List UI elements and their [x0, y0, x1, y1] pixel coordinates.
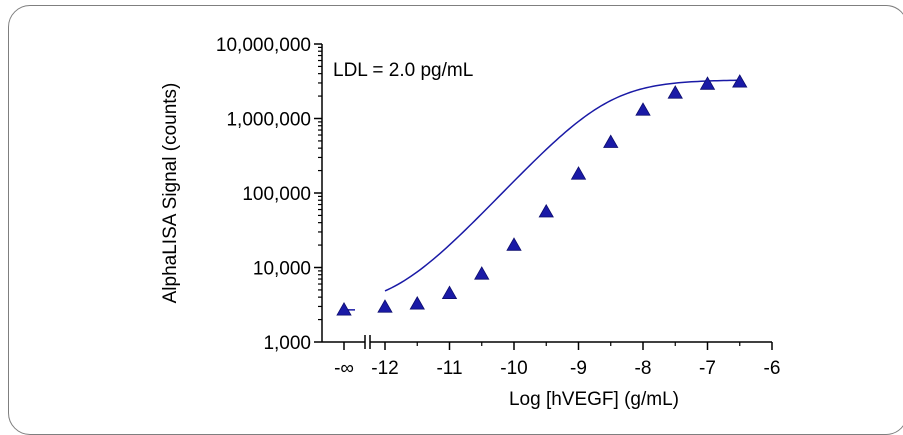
y-axis-title: AlphaLISA Signal (counts): [160, 83, 181, 304]
chart-frame: [8, 5, 903, 435]
fit-curve-layer: [340, 79, 740, 311]
fit-curve: [384, 79, 740, 292]
x-tick-label: -10: [500, 358, 527, 379]
data-point: [635, 102, 651, 116]
y-tick-label: 100,000: [242, 184, 311, 205]
data-points: [336, 74, 748, 316]
y-tick-label: 10,000: [253, 259, 311, 280]
y-tick-label: 1,000: [263, 333, 311, 354]
y-tick-label: 10,000,000: [216, 35, 311, 56]
data-point: [570, 166, 587, 180]
x-tick-label: -7: [699, 358, 716, 379]
x-tick-label: -12: [371, 358, 398, 379]
x-tick-label: -8: [635, 358, 652, 379]
data-point: [441, 285, 458, 299]
data-point: [538, 203, 554, 218]
data-point: [603, 134, 619, 148]
x-tick-label: -11: [436, 358, 462, 379]
data-point: [732, 74, 748, 88]
ldl-annotation: LDL = 2.0 pg/mL: [333, 60, 473, 81]
data-point: [667, 85, 683, 99]
data-point: [699, 76, 716, 90]
data-point: [474, 266, 490, 280]
data-point: [409, 296, 425, 310]
data-point: [377, 299, 393, 313]
x-axis-title: Log [hVEGF] (g/mL): [509, 389, 679, 410]
data-point: [336, 302, 352, 316]
x-tick-label: -∞: [334, 358, 354, 379]
x-tick-label: -6: [764, 358, 781, 379]
y-tick-label: 1,000,000: [226, 110, 311, 131]
data-point: [506, 237, 522, 251]
x-tick-label: -9: [570, 358, 587, 379]
